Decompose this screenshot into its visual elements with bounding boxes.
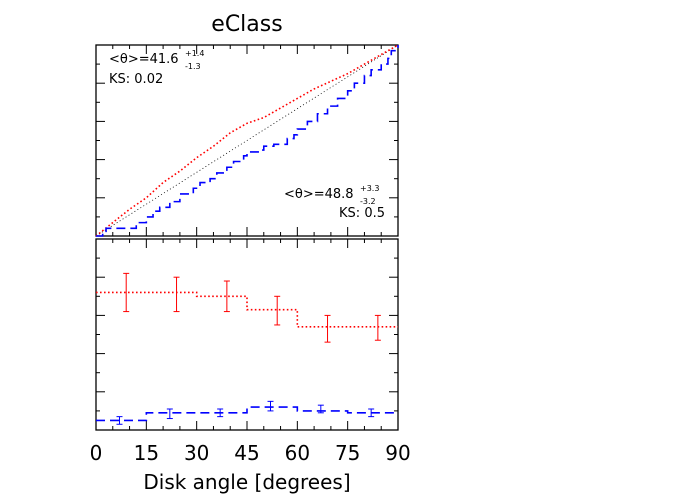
x-axis-label: Disk angle [degrees]	[143, 470, 350, 494]
error-bar	[173, 276, 180, 313]
x-tick-label: 45	[234, 441, 259, 465]
annotation-left-main: <θ>=41.6	[109, 52, 179, 67]
error-bar	[116, 416, 123, 425]
svg-text:<θ>=41.6: <θ>=41.6	[109, 52, 179, 67]
annotation-left-sup: +1.4	[185, 49, 204, 58]
x-tick-label: 75	[335, 441, 360, 465]
error-bar	[123, 272, 130, 313]
x-tick-label: 0	[90, 441, 103, 465]
error-bar	[267, 400, 274, 412]
svg-text:<θ>=48.8: <θ>=48.8	[284, 187, 354, 202]
top-annotation-left: <θ>=41.6 +1.4 -1.3 KS: 0.02	[109, 49, 204, 87]
annotation-left-sub: -1.3	[185, 62, 201, 71]
error-bar	[217, 408, 224, 418]
annotation-right-main: <θ>=48.8	[284, 187, 354, 202]
plot-frame	[95, 238, 399, 431]
annotation-left-ks: KS: 0.02	[109, 72, 163, 87]
x-tick-label: 90	[385, 441, 410, 465]
annotation-right-sup: +3.3	[360, 184, 379, 193]
histogram-series-line-2	[96, 406, 398, 422]
x-tick-label: 30	[184, 441, 209, 465]
error-bar	[374, 314, 381, 341]
top-annotation-right: <θ>=48.8 +3.3 -3.2 KS: 0.5	[284, 184, 385, 221]
top-panel	[95, 44, 399, 237]
annotation-right-ks: KS: 0.5	[339, 206, 385, 221]
cdf-series-line-1	[95, 44, 399, 237]
error-bar	[166, 408, 173, 420]
cdf-series-line-2	[96, 45, 399, 237]
histogram-series-line-1	[96, 291, 398, 328]
error-bar	[223, 280, 230, 313]
x-tick-label: 15	[134, 441, 159, 465]
error-bar	[324, 314, 331, 343]
reference-diagonal-line	[95, 44, 399, 237]
error-bar	[368, 408, 375, 418]
x-tick-label: 60	[285, 441, 310, 465]
bottom-panel: 0 15 30 45 60 75 90	[90, 238, 411, 465]
annotation-right-sub: -3.2	[360, 197, 376, 206]
chart-title: eClass	[211, 12, 282, 37]
error-bar	[274, 295, 281, 326]
error-bar	[317, 404, 324, 414]
